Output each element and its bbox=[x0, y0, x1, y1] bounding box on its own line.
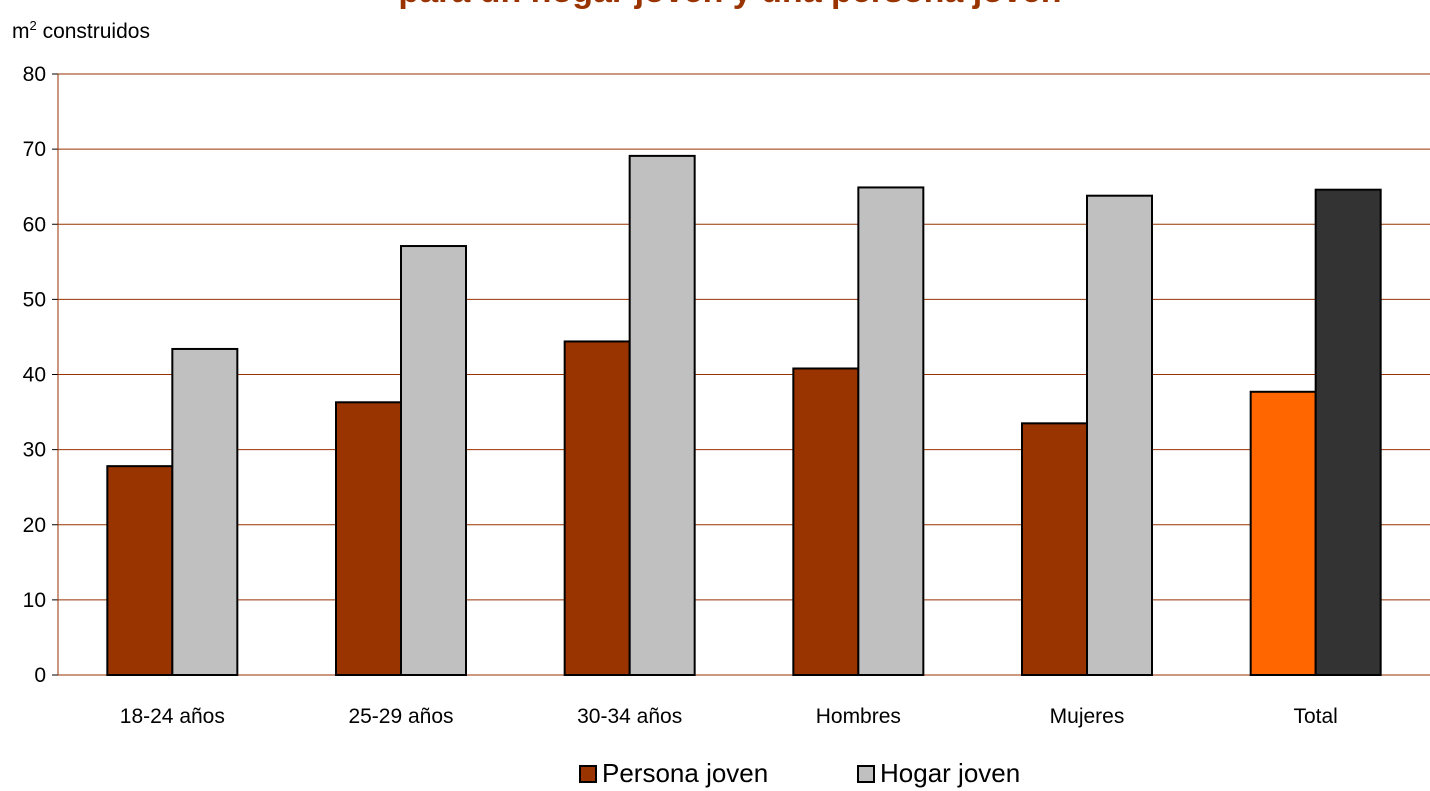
legend-item-persona-joven: Persona joven bbox=[579, 758, 768, 789]
x-tick-label-0: 18-24 años bbox=[120, 705, 225, 728]
y-axis-unit-rest: construidos bbox=[36, 20, 150, 43]
bar-hogar-joven-4 bbox=[1086, 194, 1153, 676]
bar-hogar-joven-0 bbox=[171, 347, 239, 676]
bar-hogar-joven-2 bbox=[628, 154, 696, 677]
y-tick-label-60: 60 bbox=[23, 213, 46, 236]
bar-persona-joven-4 bbox=[1021, 422, 1088, 676]
x-tick-label-5: Total bbox=[1293, 705, 1337, 728]
x-tick-label-4: Mujeres bbox=[1050, 705, 1125, 728]
y-tick-label-30: 30 bbox=[23, 439, 46, 462]
bar-persona-joven-3 bbox=[792, 367, 860, 676]
bar-persona-joven-1 bbox=[335, 401, 402, 676]
bar-persona-joven-5 bbox=[1249, 390, 1317, 676]
legend-label-persona-joven: Persona joven bbox=[602, 758, 769, 788]
legend-label-hogar-joven: Hogar joven bbox=[880, 758, 1021, 788]
y-tick-label-50: 50 bbox=[23, 288, 46, 311]
chart-title: para un hogar joven y una persona joven bbox=[0, 0, 1430, 11]
x-tick-label-1: 25-29 años bbox=[348, 705, 453, 728]
y-tick-label-40: 40 bbox=[23, 364, 46, 387]
bar-persona-joven-2 bbox=[563, 340, 631, 676]
bar-hogar-joven-1 bbox=[400, 245, 467, 676]
y-tick-label-0: 0 bbox=[34, 664, 46, 687]
y-tick-label-70: 70 bbox=[23, 138, 46, 161]
y-axis-unit-base: m bbox=[12, 20, 30, 43]
x-tick-label-3: Hombres bbox=[816, 705, 901, 728]
bar-chart: 0 10 20 30 40 50 60 70 80 18-24 años 25-29 años 30-… bbox=[23, 63, 1430, 728]
y-tick-label-80: 80 bbox=[23, 63, 46, 86]
bar-persona-joven-0 bbox=[106, 465, 174, 676]
y-axis-unit-label: m2 construidos bbox=[12, 18, 150, 44]
legend-swatch-hogar-joven bbox=[857, 764, 875, 783]
bar-hogar-joven-3 bbox=[857, 186, 925, 676]
legend-swatch-persona-joven bbox=[579, 764, 597, 783]
x-tick-label-2: 30-34 años bbox=[577, 705, 682, 728]
y-tick-label-10: 10 bbox=[23, 589, 46, 612]
y-axis-unit-superscript: 2 bbox=[29, 18, 37, 33]
bar-hogar-joven-5 bbox=[1314, 188, 1382, 676]
y-tick-label-20: 20 bbox=[23, 514, 46, 537]
legend-item-hogar-joven: Hogar joven bbox=[857, 758, 1020, 789]
legend: Persona joven Hogar joven bbox=[0, 758, 1430, 791]
